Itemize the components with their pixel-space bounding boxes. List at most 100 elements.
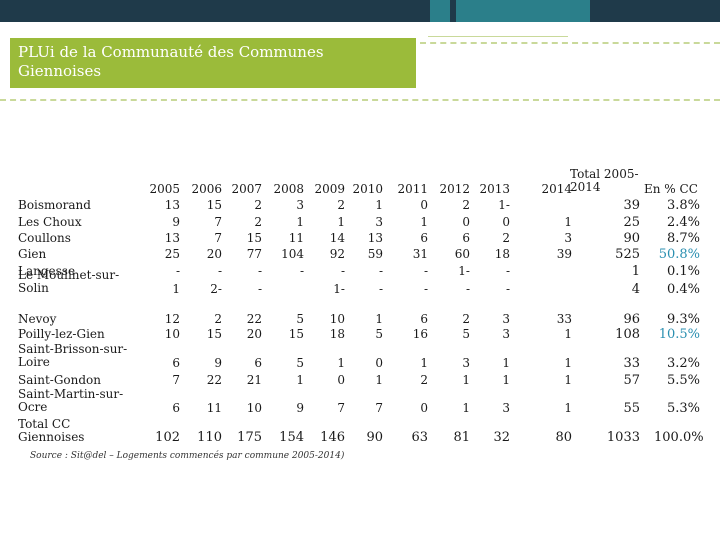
table-cell: 2 — [254, 215, 262, 229]
column-header: 2012 — [439, 182, 470, 196]
table-cell: - — [378, 282, 383, 296]
table-cell: 1 — [462, 401, 470, 415]
table-cell: 25 — [623, 215, 640, 230]
dashed-divider-top — [420, 42, 720, 44]
table-cell: 32 — [493, 430, 510, 445]
table-cell: 20 — [246, 327, 262, 341]
table-cell: 6 — [420, 231, 428, 245]
table-cell: 2 — [502, 231, 510, 245]
table-cell: 9 — [214, 356, 222, 370]
table-cell: 1 — [296, 215, 304, 229]
table-cell: 1 — [564, 401, 572, 415]
table-cell: 13 — [164, 198, 180, 212]
column-header: 2005 — [149, 182, 180, 196]
table-cell: 1 — [502, 373, 510, 387]
table-cell: 1 — [502, 356, 510, 370]
table-cell: 2- — [210, 282, 222, 296]
table-cell: 102 — [155, 430, 180, 445]
table-cell: 6 — [420, 312, 428, 326]
table-cell: 90 — [366, 430, 383, 445]
banner-divider — [450, 0, 456, 22]
table-cell: 81 — [453, 430, 470, 445]
table-cell: - — [340, 264, 345, 278]
banner-teal-segment — [430, 0, 590, 22]
page-title: PLUi de la Communauté des Communes Gienn… — [18, 43, 324, 80]
table-cell: 14 — [329, 231, 345, 245]
table-cell: 7 — [375, 401, 383, 415]
table-cell: 5 — [375, 327, 383, 341]
table-cell: 2 — [337, 198, 345, 212]
table-cell: - — [257, 282, 262, 296]
table-cell: 12 — [164, 312, 180, 326]
row-label: Saint-Gondon — [18, 373, 101, 387]
table-cell: 2.4% — [666, 215, 700, 230]
table-cell: 3 — [462, 356, 470, 370]
table-cell: 1 — [564, 215, 572, 229]
row-label: Gien — [18, 247, 47, 261]
table-cell: - — [217, 264, 222, 278]
table-cell: 77 — [246, 247, 262, 261]
table-cell: 5 — [296, 312, 304, 326]
table-cell: 0 — [462, 215, 470, 229]
table-cell: - — [423, 264, 428, 278]
table-cell: 110 — [197, 430, 222, 445]
table-cell: 154 — [279, 430, 304, 445]
table-cell: 15 — [206, 327, 222, 341]
table-cell: 0 — [420, 198, 428, 212]
column-header: 2014 — [541, 182, 572, 196]
table-cell: 3 — [296, 198, 304, 212]
table-cell: 3.8% — [666, 198, 700, 213]
table-cell: - — [378, 264, 383, 278]
table-cell: 11 — [288, 231, 304, 245]
table-cell: 0 — [420, 401, 428, 415]
table-cell: 1 — [296, 373, 304, 387]
table-cell: 59 — [367, 247, 383, 261]
table-cell: 5.3% — [666, 401, 700, 416]
table-cell: 4 — [631, 282, 640, 297]
table-cell: 9 — [296, 401, 304, 415]
banner-dark-segment-right — [590, 0, 720, 22]
table-cell: 1 — [375, 198, 383, 212]
table-cell: 5 — [296, 356, 304, 370]
row-label: Saint-Brisson-sur-Loire — [18, 342, 128, 369]
table-cell: 1 — [420, 215, 428, 229]
table-cell: 57 — [623, 373, 640, 388]
table-cell: 1 — [420, 356, 428, 370]
table-cell: 3 — [375, 215, 383, 229]
row-label: Le Moulinet-sur-Solin — [18, 268, 120, 295]
table-cell: 2 — [254, 198, 262, 212]
table-cell: 3 — [502, 312, 510, 326]
table-cell: 10 — [329, 312, 345, 326]
column-header: 2007 — [231, 182, 262, 196]
banner-dark-segment — [0, 0, 430, 22]
table-cell: 31 — [412, 247, 428, 261]
table-cell: 39 — [556, 247, 572, 261]
source-note: Source : Sit@del – Logements commencés p… — [30, 451, 345, 461]
table-cell: - — [423, 282, 428, 296]
table-cell: 6 — [254, 356, 262, 370]
table-cell: 13 — [164, 231, 180, 245]
table-cell: 55 — [623, 401, 640, 416]
table-cell: 7 — [172, 373, 180, 387]
table-cell: 50.8% — [658, 247, 700, 262]
divider-line — [428, 36, 568, 37]
table-cell: 18 — [494, 247, 510, 261]
table-cell: 1 — [337, 215, 345, 229]
table-cell: 108 — [615, 327, 640, 342]
table-cell: 96 — [623, 312, 640, 327]
table-cell: 20 — [206, 247, 222, 261]
table-cell: 33 — [556, 312, 572, 326]
table-cell: 1- — [458, 264, 470, 278]
table-cell: 0 — [375, 356, 383, 370]
table-cell: 104 — [281, 247, 304, 261]
table-cell: 16 — [412, 327, 428, 341]
table-cell: 1 — [564, 327, 572, 341]
table-cell: 7 — [214, 215, 222, 229]
table-cell: 25 — [164, 247, 180, 261]
table-cell: 15 — [246, 231, 262, 245]
table-cell: 3 — [502, 327, 510, 341]
table-cell: 10.5% — [658, 327, 700, 342]
table-cell: 2 — [462, 312, 470, 326]
table-cell: 22 — [246, 312, 262, 326]
table-cell: 21 — [246, 373, 262, 387]
